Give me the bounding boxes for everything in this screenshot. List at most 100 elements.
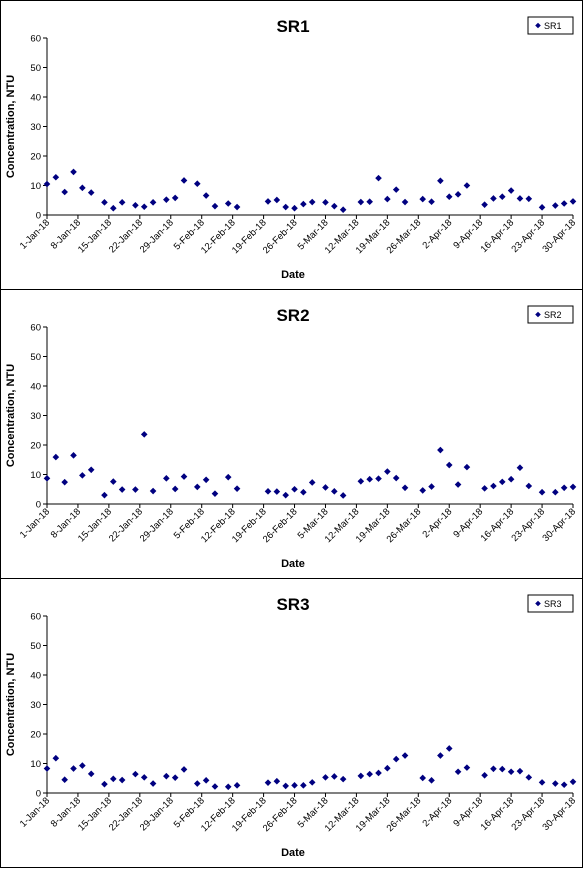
y-tick-label: 0 [36, 211, 41, 222]
legend: SR1 [527, 16, 574, 35]
data-point [273, 777, 281, 785]
data-point [163, 772, 170, 780]
data-point [70, 765, 77, 772]
y-tick-label: 10 [30, 181, 41, 192]
x-tick-label: 30-Apr-18 [540, 795, 578, 833]
x-tick-label: 29-Jan-18 [138, 506, 176, 544]
data-point [264, 488, 272, 495]
x-tick-label: 1-Jan-18 [18, 506, 52, 540]
data-point [463, 463, 471, 471]
data-point [61, 188, 68, 196]
y-tick-label: 50 [30, 352, 41, 363]
x-tick-label: 1-Jan-18 [18, 795, 52, 829]
data-point [490, 765, 497, 773]
data-point [437, 752, 444, 759]
legend: SR2 [527, 305, 574, 324]
data-point [132, 770, 139, 778]
data-point [392, 474, 400, 482]
data-point [454, 768, 462, 776]
data-point [171, 774, 179, 781]
data-point [273, 488, 281, 495]
data-point [264, 779, 272, 786]
data-point [87, 466, 95, 474]
data-point [507, 475, 515, 483]
data-point [52, 173, 60, 181]
data-point [498, 478, 506, 486]
data-point [454, 481, 462, 488]
data-point [366, 198, 373, 206]
chart-panel-sr1: SR1 0 10 20 30 40 50 60 1-Jan-18 8-Jan-18 15-Jan-1… [0, 0, 583, 290]
data-point [538, 204, 546, 211]
data-point [211, 490, 219, 497]
x-tick-label: 29-Jan-18 [138, 217, 176, 255]
y-tick-label: 30 [30, 411, 41, 422]
data-point [428, 198, 435, 206]
data-point [132, 486, 139, 493]
data-point [282, 203, 289, 211]
data-point [375, 769, 382, 777]
data-point [339, 775, 347, 783]
data-point [118, 486, 126, 493]
data-point [87, 770, 95, 778]
data-point [202, 192, 210, 199]
data-point [61, 776, 68, 784]
data-point [419, 195, 427, 203]
data-point [375, 174, 382, 182]
chart-panel-sr3: SR3 0 10 20 30 40 50 60 1-Jan-18 8-Jan-18 15-Jan-1… [0, 578, 583, 868]
data-point [273, 196, 281, 204]
data-point [507, 768, 515, 776]
data-point [419, 774, 427, 782]
data-point [357, 198, 365, 206]
y-tick-label: 20 [30, 730, 41, 741]
chart-svg-sr2: SR201020304050601-Jan-188-Jan-1815-Jan-1… [5, 305, 578, 570]
data-point [87, 189, 95, 196]
data-point [110, 478, 117, 485]
x-tick-label: 2-Apr-18 [420, 795, 454, 829]
y-tick-label: 20 [30, 152, 41, 163]
data-point [211, 783, 219, 790]
data-point [224, 783, 232, 791]
data-point [560, 484, 568, 492]
data-point [308, 779, 316, 786]
data-point [140, 431, 148, 438]
y-tick-label: 0 [36, 500, 41, 511]
data-point [202, 476, 210, 484]
data-point [140, 774, 148, 781]
data-point [490, 482, 497, 490]
data-point [101, 780, 108, 788]
y-tick-label: 30 [30, 122, 41, 133]
y-tick-label: 40 [30, 382, 41, 393]
legend-label: SR2 [544, 310, 562, 320]
data-point [525, 482, 533, 490]
data-point [282, 491, 289, 499]
data-point [149, 487, 157, 495]
x-axis-label: Date [281, 558, 305, 570]
x-axis-label: Date [281, 847, 305, 859]
data-point [300, 488, 307, 496]
data-point [552, 780, 559, 787]
data-point [516, 767, 524, 775]
data-point [43, 765, 51, 772]
data-point [61, 478, 68, 486]
data-point [233, 782, 241, 789]
data-point [291, 204, 298, 212]
data-point [366, 475, 373, 483]
data-point [43, 180, 51, 188]
chart-panel-sr2: SR2 0 10 20 30 40 50 60 1-Jan-18 8-Jan-18 15-Jan-1… [0, 289, 583, 579]
data-point [538, 488, 546, 496]
data-point [419, 487, 427, 494]
data-point [233, 485, 241, 492]
x-tick-label: 2-Apr-18 [420, 217, 454, 251]
y-tick-label: 10 [30, 759, 41, 770]
data-point [516, 195, 524, 202]
data-point [171, 485, 179, 493]
legend-label: SR3 [544, 599, 562, 609]
data-point [437, 446, 444, 454]
data-point [428, 777, 435, 784]
data-point [454, 191, 462, 198]
legend-marker [535, 600, 541, 607]
data-point [118, 199, 126, 206]
data-point [264, 198, 272, 205]
data-point [384, 468, 391, 475]
data-point [79, 184, 86, 192]
